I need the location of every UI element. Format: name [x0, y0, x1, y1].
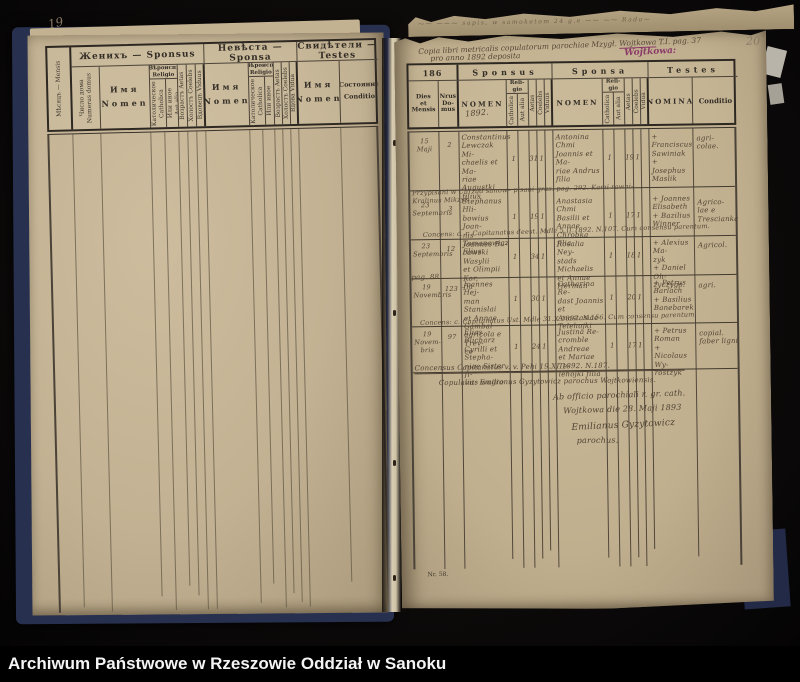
entry-sponsa-name: Antonina Chmi Joannis et Ma- riae Andrus…	[555, 132, 600, 184]
binding-stitch	[393, 575, 396, 581]
entry-sponsa-coelebs-mark: 1	[636, 251, 642, 260]
right-register-table: 186 Sponsus Sponsa Testes Dies et Mensis…	[406, 59, 742, 570]
entry-sponsa-coelebs-mark: 1	[636, 211, 641, 220]
entry-sponsa-coelebs-mark: 1	[637, 293, 642, 302]
left-table-empty-body	[47, 126, 390, 613]
group-header-sponsa: Sponsa	[552, 62, 648, 79]
left-table-header: Мѣсяцъ — Mensis Женихъ — Sponsus Невѣста…	[45, 37, 380, 133]
column-header-catholica: Католическое Catholica	[248, 76, 267, 126]
entry-house-number: 3	[448, 204, 453, 213]
entry-sponsa-catholica-mark: 1	[608, 211, 613, 220]
column-header-religio-sponsus: Reli- gio Catholica Aut alia	[507, 80, 530, 126]
entry-house-number: 2	[447, 140, 452, 149]
entry-conditio: Agrico- lae e Trescianka	[697, 198, 739, 224]
column-header-religio-sponsus: Вѣроисп. Religio Католическое Catholica …	[149, 64, 180, 128]
caption-bar: Archiwum Państwowe w Rzeszowie Oddział w…	[0, 646, 800, 682]
religio-title: Reli- gio	[507, 80, 528, 94]
group-header-testes: Свидѣтели — Testes	[297, 39, 378, 62]
entry-witnesses: + Franciscus Sawiniak + Josephus Maslik	[651, 132, 693, 183]
binding-stitch	[393, 310, 396, 316]
column-header-sponsa-nomen: NOMEN	[553, 79, 604, 126]
entry-date: 19 Novem- bris	[414, 330, 442, 354]
pencil-page-number-right: 20	[746, 34, 761, 48]
column-header-sponsa-name: Имя Nomen	[204, 63, 251, 127]
column-header-house-number: Число дома Numerus domus	[71, 66, 102, 130]
column-header-nomina-testes: NOMINA	[649, 77, 694, 124]
entry-sponsus-coelebs-mark: 1	[540, 212, 545, 221]
entry-sponsa-catholica-mark: 1	[610, 341, 615, 350]
entry-sponsus-coelebs-mark: 1	[541, 294, 546, 303]
entry-sponsus-catholica-mark: 1	[512, 212, 517, 221]
entry-sponsa-catholica-mark: 1	[609, 293, 614, 302]
entry-date: 23 Septembris	[412, 201, 453, 218]
right-table-body: 15 Maji 2 Constantinus Lewczak Mi- chael…	[407, 128, 742, 570]
column-header-religio-sponsa: Вѣроисп. Religio Католическое Catholica …	[248, 62, 276, 126]
column-header-catholica: Католическое Catholica	[149, 79, 168, 128]
entry-conditio: agri- colae.	[696, 134, 719, 151]
left-register-table: Мѣсяцъ — Mensis Женихъ — Sponsus Невѣста…	[45, 37, 390, 613]
torn-page-fragment: ⁓⁓ ⁓⁓⁓ sapis, w samoketom 24 g.e ⁓⁓ ⁓⁓ R…	[408, 1, 795, 37]
entry-sponsa-coelebs-mark: 1	[635, 153, 641, 162]
entry-sponsa-catholica-mark: 1	[607, 153, 613, 162]
column-header-aut-alia: Aut alia	[519, 98, 527, 122]
entry-sponsa-coelebs-mark: 1	[638, 341, 643, 350]
column-header-catholica: Catholica	[603, 93, 614, 125]
entry-date: 15 Maji	[416, 137, 433, 154]
religio-title: Вѣроисп. Religio	[248, 62, 276, 78]
column-header-sponsus-name: Имя Nomen	[99, 65, 152, 129]
entry-sponsus-catholica-mark: 1	[512, 252, 518, 261]
year-box: 186	[408, 65, 458, 82]
column-header-religio-sponsa: Reli- gio Catholica Aut alia	[603, 78, 626, 124]
entry-sponsus-coelebs-mark: 1	[542, 342, 547, 351]
entry-conditio: copial. faber ligni	[699, 329, 739, 346]
entry-date: 23 Septembris	[412, 242, 453, 259]
entry-house-number: 97	[447, 332, 457, 341]
entry-conditio: Agricol.	[697, 240, 728, 250]
column-header-house-number: Nrus Do- mus	[439, 81, 460, 127]
group-header-sponsa: Невѣста — Sponsa	[204, 41, 298, 65]
entry-sponsus-catholica-mark: 1	[511, 154, 517, 163]
archive-caption-text: Archiwum Państwowe w Rzeszowie Oddział w…	[8, 654, 447, 673]
handwritten-year: 1892.	[464, 107, 490, 119]
faded-script-fragment: ⁓⁓ ⁓⁓⁓ sapis, w samoketom 24 g.e ⁓⁓ ⁓⁓ R…	[417, 15, 652, 28]
religio-title: Reli- gio	[603, 78, 624, 92]
entry-sponsus-coelebs-mark: 1	[539, 154, 545, 163]
printed-sheet-number: Nr. 58.	[427, 570, 449, 579]
column-header-conditio: Состояние Conditio	[339, 80, 380, 101]
column-header-dies: Dies et Mensis	[409, 81, 440, 127]
entry-house-number: 12	[446, 244, 456, 253]
column-header-aut-alia: Aut alia	[615, 96, 623, 121]
religio-title: Вѣроисп. Religio	[149, 64, 178, 80]
entry-conditio: agri.	[698, 281, 717, 290]
column-header-conditio: Conditio	[698, 95, 733, 105]
annotation-text: T.I. pag. 37	[656, 35, 702, 47]
tape-repair	[767, 83, 785, 105]
margin-page-note: pag. 88.	[411, 272, 442, 282]
group-header-sponsus: Sponsus	[458, 63, 552, 80]
entry-house-number: 123	[444, 284, 459, 293]
entry-sponsus-catholica-mark: 1	[514, 342, 519, 351]
entry-sponsus-coelebs-mark: 1	[540, 252, 546, 261]
column-header-sponsus-nomen: NOMEN	[459, 80, 508, 127]
entry-date: 19 Novembris	[413, 283, 452, 300]
column-header-mensis: Мѣсяцъ — Mensis	[47, 47, 74, 130]
entry-sponsa-catholica-mark: 1	[608, 251, 614, 260]
purple-ink-note: Wojtkowa:	[624, 45, 677, 59]
binding-stitch	[393, 460, 396, 466]
column-header-testes-name: Имя Nomen	[297, 60, 342, 124]
binding-stitch	[393, 140, 396, 146]
left-page: Мѣсяцъ — Mensis Женихъ — Sponsus Невѣста…	[27, 32, 390, 616]
entry-witnesses: + Petrus Barlach + Basilius Banebarek	[653, 278, 695, 313]
entry-sponsus-catholica-mark: 1	[513, 294, 518, 303]
photo-of-register-book: ⁓⁓ ⁓⁓⁓ sapis, w samoketom 24 g.e ⁓⁓ ⁓⁓ R…	[0, 0, 800, 646]
column-header-catholica: Catholica	[507, 94, 518, 126]
right-page: Copia libri metricalis copulatorum paroc…	[394, 30, 774, 611]
closing-signature-title: parochus.	[576, 435, 619, 446]
group-header-testes: Testes	[648, 61, 737, 78]
right-table-header: 186 Sponsus Sponsa Testes Dies et Mensis…	[406, 59, 736, 130]
